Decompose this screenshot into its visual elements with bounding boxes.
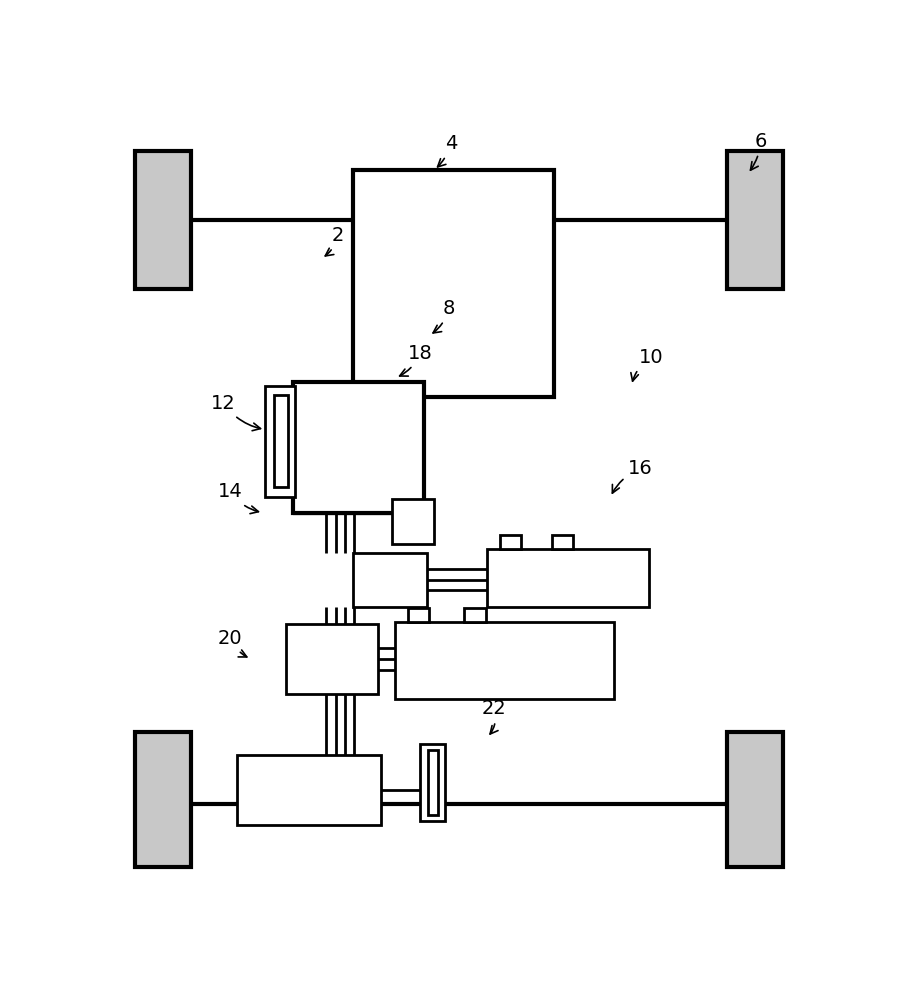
Bar <box>726 732 783 867</box>
Text: 10: 10 <box>631 348 663 381</box>
Text: 16: 16 <box>613 459 653 493</box>
Text: 12: 12 <box>211 394 261 431</box>
Text: 2: 2 <box>325 226 345 256</box>
Bar <box>265 386 295 497</box>
Text: 4: 4 <box>437 134 457 167</box>
Bar <box>428 750 438 815</box>
Text: 20: 20 <box>218 629 247 657</box>
Bar <box>135 151 191 289</box>
Text: 6: 6 <box>751 132 767 170</box>
Bar <box>552 535 573 549</box>
Text: 8: 8 <box>433 299 455 333</box>
Text: 14: 14 <box>218 482 258 514</box>
Bar <box>487 549 649 607</box>
Text: 22: 22 <box>482 699 506 734</box>
Bar <box>464 608 485 622</box>
Bar <box>237 755 382 825</box>
Bar <box>500 535 521 549</box>
Bar <box>395 622 614 699</box>
Bar <box>420 744 445 821</box>
Bar <box>294 382 424 513</box>
Text: 18: 18 <box>400 344 433 376</box>
Bar <box>408 608 429 622</box>
Bar <box>286 624 378 694</box>
Bar <box>354 170 554 397</box>
Bar <box>354 553 427 607</box>
Bar <box>726 151 783 289</box>
Bar <box>274 395 287 487</box>
Bar <box>135 732 191 867</box>
Bar <box>392 499 435 544</box>
